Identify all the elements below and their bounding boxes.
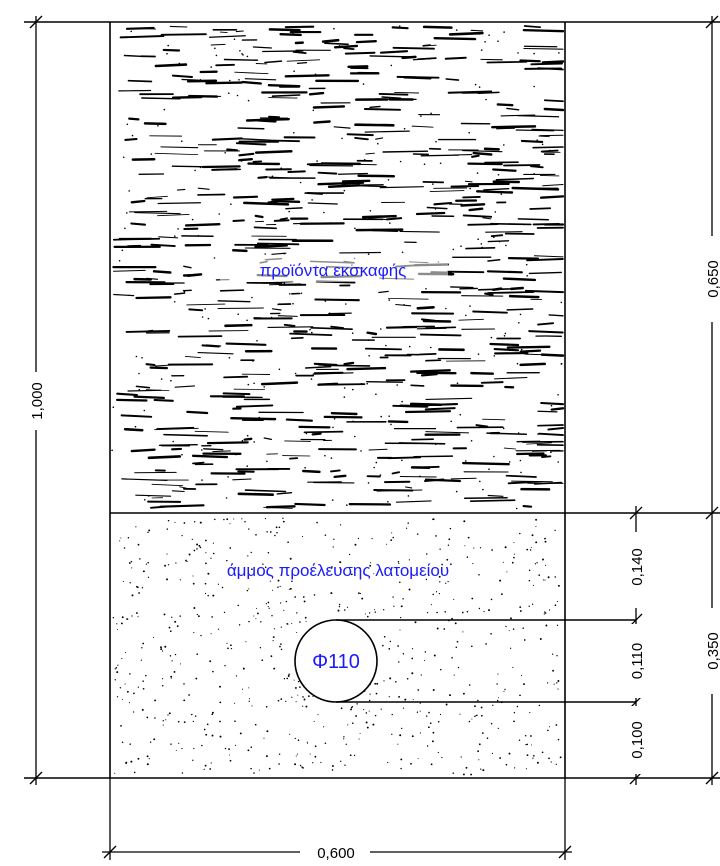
dimension-total-depth-gap <box>26 372 46 430</box>
dimension-sand-depth-label: 0,350 <box>705 632 720 670</box>
dimension-sand-gap <box>702 608 720 694</box>
dimension-sand-below-gap <box>626 706 646 774</box>
excavation-fill-hatch <box>111 25 565 510</box>
dimension-excavation-depth-label: 0,650 <box>705 260 720 298</box>
pipe: Φ110 <box>294 619 636 703</box>
dimension-total-depth-label: 1,000 <box>29 382 46 420</box>
sand-fill-hatch <box>112 517 562 776</box>
trench-outline <box>24 21 720 779</box>
excavation-label-bg <box>220 256 448 282</box>
dimension-sand-above-pipe-label: 0,140 <box>629 548 646 586</box>
pipe-label: Φ110 <box>312 651 360 673</box>
dimension-excavation-gap <box>702 236 720 322</box>
quarry-sand-label: άμμος προέλευσης λατομείου <box>227 561 449 580</box>
dimension-trench-width-label: 0,600 <box>317 845 355 862</box>
dimension-width-gap <box>300 842 370 862</box>
dimension-pipe-gap <box>626 624 646 698</box>
excavation-fill-label: προϊόντα εκσκαφής <box>260 261 407 280</box>
dimension-sand-above-gap <box>626 532 646 608</box>
dimension-pipe-diameter-label: 0,110 <box>629 643 646 679</box>
dimension-sand-below-pipe-label: 0,100 <box>629 721 646 759</box>
